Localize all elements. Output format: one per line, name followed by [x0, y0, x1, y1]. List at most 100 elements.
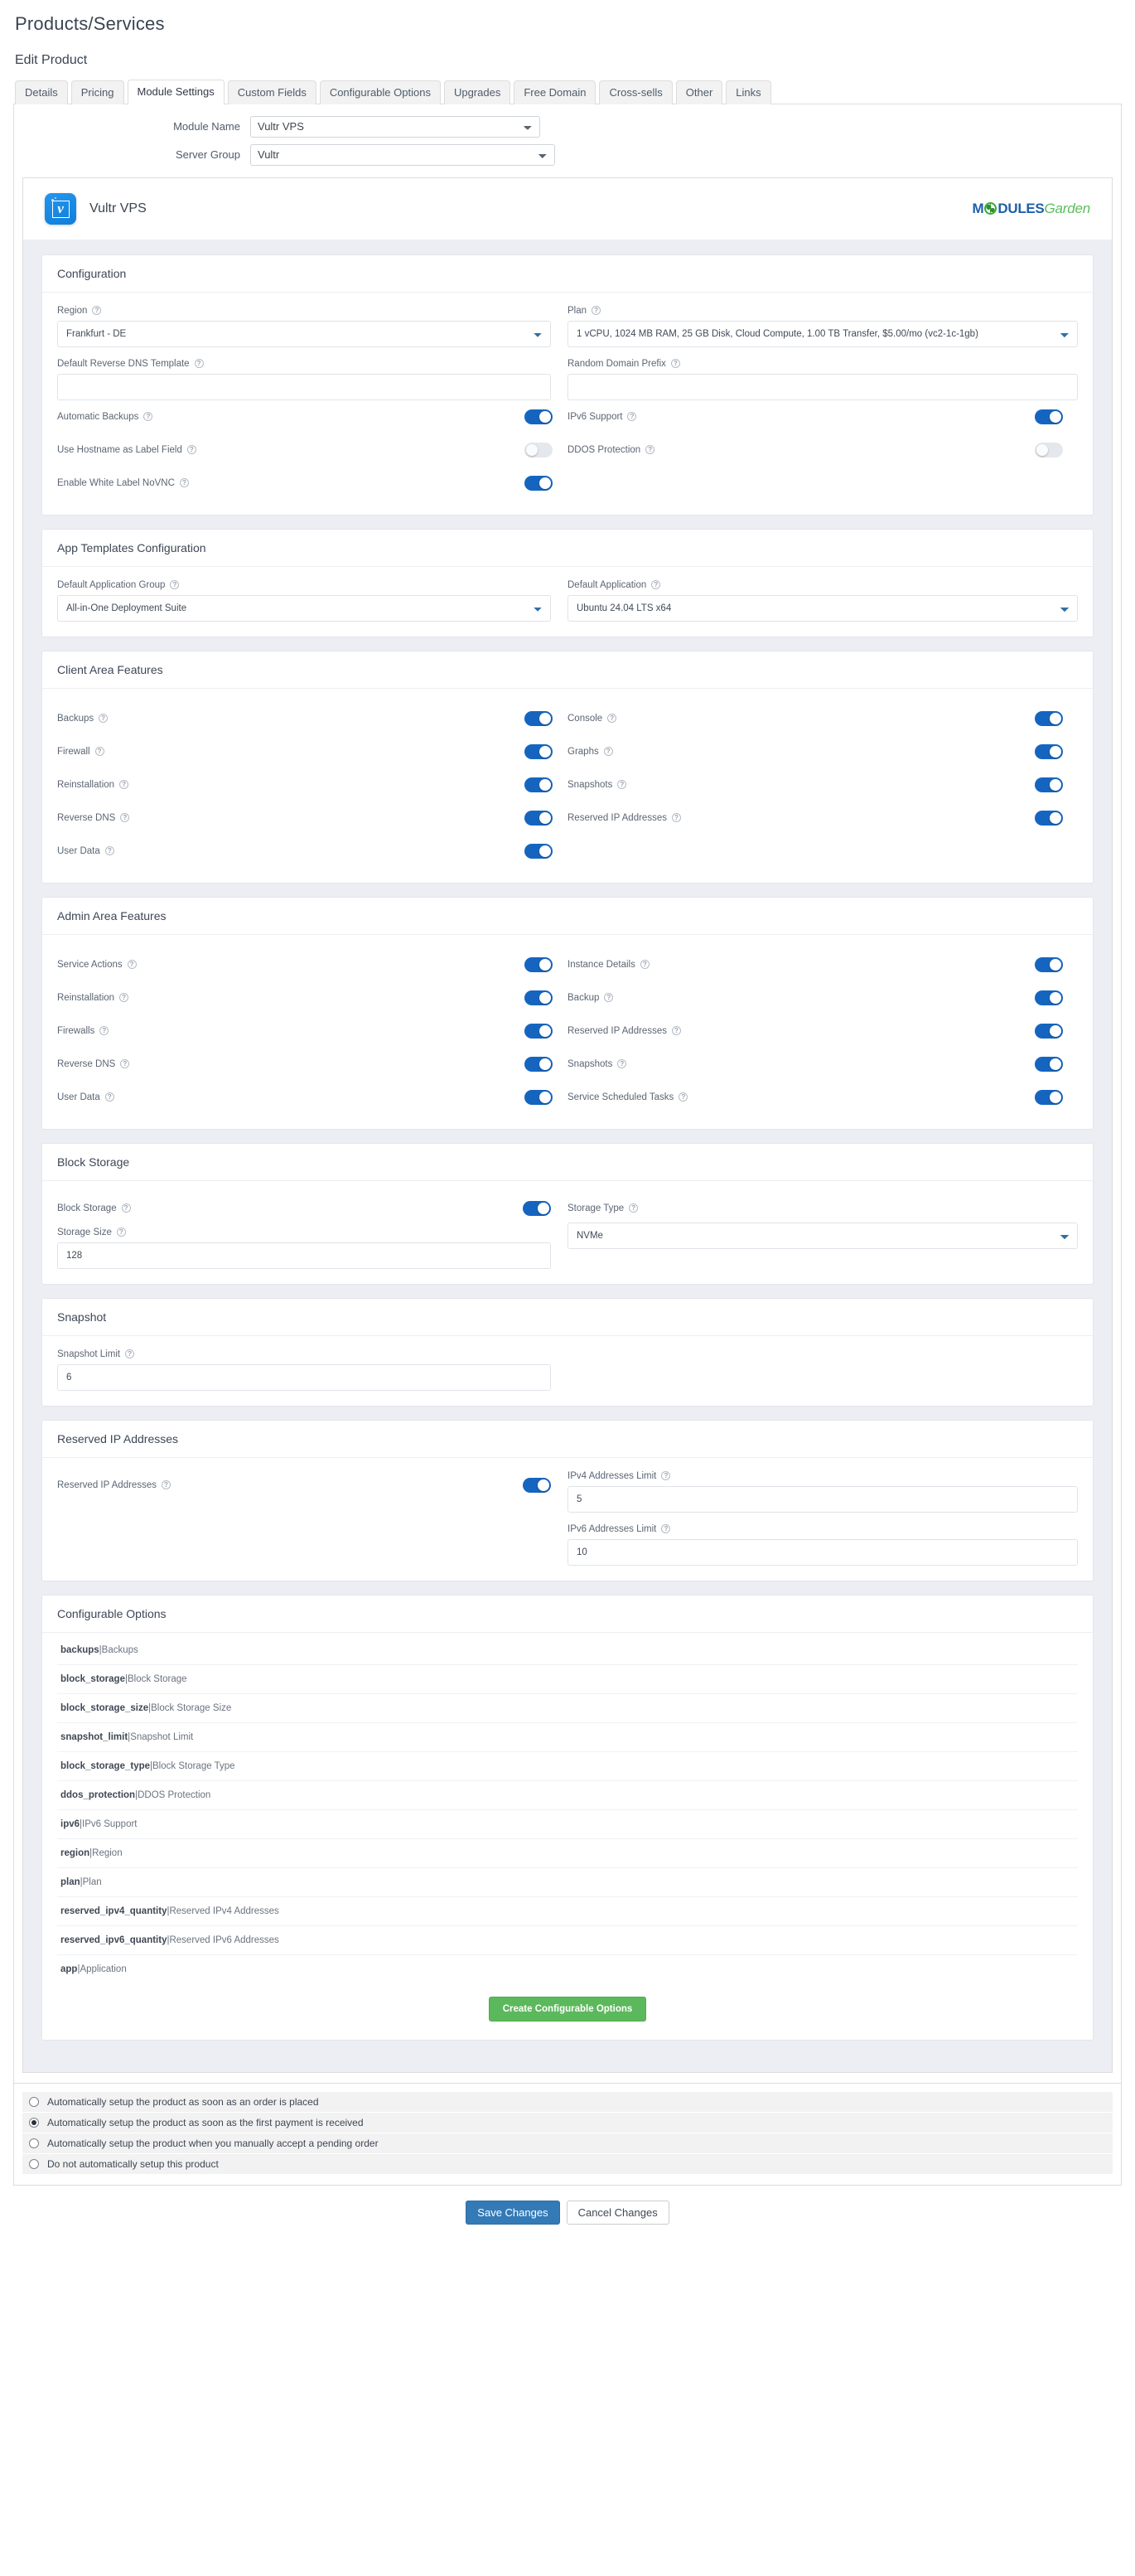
toggle-switch[interactable] — [1035, 777, 1063, 792]
toggle-switch[interactable] — [1035, 990, 1063, 1005]
snapshot-limit-input[interactable] — [57, 1363, 551, 1391]
help-icon[interactable]: ? — [194, 359, 204, 369]
storage-type-select[interactable]: NVMe — [568, 1222, 1078, 1249]
tab-details[interactable]: Details — [15, 80, 68, 104]
tab-configurable-options[interactable]: Configurable Options — [319, 80, 441, 104]
toggle-switch[interactable] — [524, 743, 553, 759]
help-icon[interactable]: ? — [592, 306, 601, 316]
help-icon[interactable]: ? — [627, 412, 637, 422]
toggle-switch[interactable] — [524, 1023, 553, 1039]
help-icon[interactable]: ? — [617, 780, 627, 790]
autosetup-option[interactable]: Automatically setup the product as soon … — [22, 2091, 1113, 2113]
toggle-switch[interactable] — [524, 710, 553, 726]
help-icon[interactable]: ? — [186, 445, 196, 455]
toggle-switch[interactable] — [524, 475, 553, 491]
help-icon[interactable]: ? — [603, 747, 613, 757]
autosetup-option[interactable]: Automatically setup the product when you… — [22, 2133, 1113, 2154]
help-icon[interactable]: ? — [661, 1471, 671, 1481]
help-icon[interactable]: ? — [629, 1203, 639, 1213]
help-icon[interactable]: ? — [179, 478, 189, 488]
page-title: Products/Services — [15, 13, 165, 34]
toggle-switch[interactable] — [524, 956, 553, 972]
tab-links[interactable]: Links — [726, 80, 771, 104]
toggle-switch[interactable] — [1035, 956, 1063, 972]
radio-button[interactable] — [29, 2096, 39, 2107]
toggle-switch[interactable] — [1035, 743, 1063, 759]
block-storage-toggle[interactable] — [523, 1200, 551, 1216]
help-icon[interactable]: ? — [127, 960, 137, 970]
plan-select[interactable]: 1 vCPU, 1024 MB RAM, 25 GB Disk, Cloud C… — [568, 320, 1078, 347]
toggle-switch[interactable] — [1035, 810, 1063, 826]
help-icon[interactable]: ? — [94, 747, 104, 757]
help-icon[interactable]: ? — [143, 412, 153, 422]
ipv4-limit-input[interactable] — [568, 1485, 1078, 1513]
help-icon[interactable]: ? — [651, 580, 661, 590]
random-prefix-input[interactable] — [568, 373, 1078, 400]
toggle-switch[interactable] — [524, 990, 553, 1005]
help-icon[interactable]: ? — [120, 813, 130, 823]
storage-size-input[interactable] — [57, 1242, 551, 1269]
toggle-switch[interactable] — [1035, 1056, 1063, 1072]
help-icon[interactable]: ? — [640, 960, 650, 970]
toggle-switch[interactable] — [1035, 710, 1063, 726]
toggle-label: Automatic Backups — [57, 411, 139, 422]
toggle-switch[interactable] — [524, 1089, 553, 1105]
help-icon[interactable]: ? — [119, 780, 129, 790]
tab-module-settings[interactable]: Module Settings — [127, 80, 225, 104]
toggle-switch[interactable] — [524, 777, 553, 792]
save-changes-button[interactable]: Save Changes — [466, 2200, 560, 2225]
autosetup-option[interactable]: Do not automatically setup this product — [22, 2153, 1113, 2175]
toggle-switch[interactable] — [1035, 409, 1063, 424]
server-group-select[interactable]: Vultr — [250, 143, 555, 166]
region-select[interactable]: Frankfurt - DE — [57, 320, 551, 347]
help-icon[interactable]: ? — [161, 1480, 171, 1490]
toggle-switch[interactable] — [524, 409, 553, 424]
toggle-switch[interactable] — [524, 442, 553, 458]
help-icon[interactable]: ? — [125, 1349, 135, 1359]
toggle-switch[interactable] — [1035, 1023, 1063, 1039]
help-icon[interactable]: ? — [92, 306, 102, 316]
toggle-switch[interactable] — [524, 810, 553, 826]
autosetup-option[interactable]: Automatically setup the product as soon … — [22, 2112, 1113, 2133]
module-name-select[interactable]: Vultr VPS — [250, 115, 540, 138]
radio-button[interactable] — [29, 2117, 39, 2128]
radio-button[interactable] — [29, 2158, 39, 2169]
help-icon[interactable]: ? — [679, 1092, 688, 1102]
help-icon[interactable]: ? — [617, 1059, 627, 1069]
tab-pricing[interactable]: Pricing — [70, 80, 124, 104]
help-icon[interactable]: ? — [104, 1092, 114, 1102]
help-icon[interactable]: ? — [645, 445, 655, 455]
rdns-input[interactable] — [57, 373, 551, 400]
toggle-switch[interactable] — [524, 843, 553, 859]
toggle-switch[interactable] — [1035, 442, 1063, 458]
ipv6-limit-input[interactable] — [568, 1538, 1078, 1566]
tab-upgrades[interactable]: Upgrades — [443, 80, 511, 104]
help-icon[interactable]: ? — [99, 714, 109, 724]
default-app-select[interactable]: Ubuntu 24.04 LTS x64 — [568, 594, 1078, 622]
help-icon[interactable]: ? — [116, 1227, 126, 1237]
help-icon[interactable]: ? — [170, 580, 180, 590]
toggle-switch[interactable] — [524, 1056, 553, 1072]
toggle-switch[interactable] — [1035, 1089, 1063, 1105]
radio-button[interactable] — [29, 2138, 39, 2148]
help-icon[interactable]: ? — [661, 1524, 671, 1534]
default-app-group-select[interactable]: All-in-One Deployment Suite — [57, 594, 551, 622]
help-icon[interactable]: ? — [671, 813, 681, 823]
reserved-ip-toggle[interactable] — [523, 1477, 551, 1493]
cancel-changes-button[interactable]: Cancel Changes — [566, 2200, 669, 2225]
help-icon[interactable]: ? — [604, 993, 614, 1003]
help-icon[interactable]: ? — [607, 714, 617, 724]
help-icon[interactable]: ? — [119, 993, 129, 1003]
help-icon[interactable]: ? — [121, 1203, 131, 1213]
help-icon[interactable]: ? — [671, 1026, 681, 1036]
tab-custom-fields[interactable]: Custom Fields — [227, 80, 316, 104]
help-icon[interactable]: ? — [99, 1026, 109, 1036]
create-configurable-options-button[interactable]: Create Configurable Options — [488, 1996, 647, 2022]
help-icon[interactable]: ? — [104, 846, 114, 856]
field-rdns-template: Default Reverse DNS Template ? — [57, 359, 551, 400]
tab-other[interactable]: Other — [675, 80, 723, 104]
tab-cross-sells[interactable]: Cross-sells — [599, 80, 673, 104]
tab-free-domain[interactable]: Free Domain — [514, 80, 596, 104]
help-icon[interactable]: ? — [120, 1059, 130, 1069]
help-icon[interactable]: ? — [670, 359, 680, 369]
